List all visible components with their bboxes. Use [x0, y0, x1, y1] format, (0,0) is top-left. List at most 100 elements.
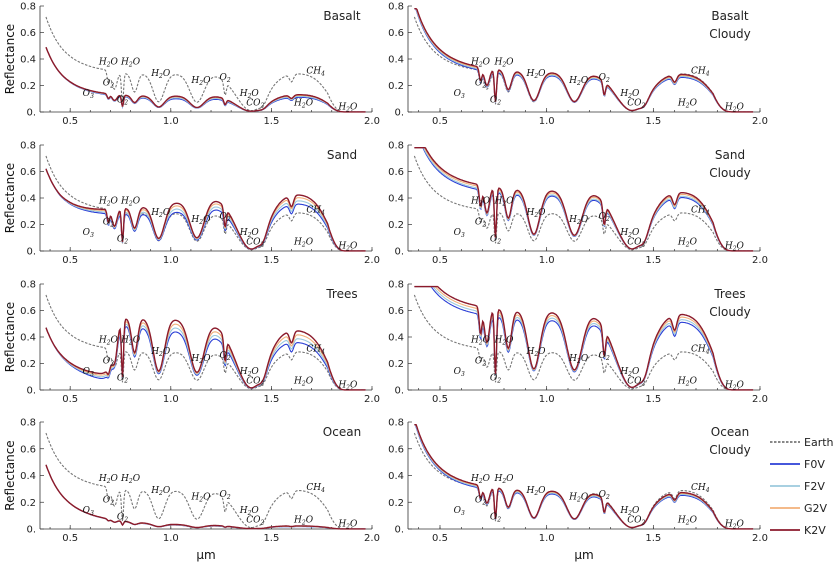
y-tick-label: 0.2 [388, 81, 404, 92]
x-tick-label: 1.0 [539, 533, 555, 544]
o2-annotation: O2 [490, 513, 501, 524]
h2o-annotation: H2O [619, 228, 640, 239]
x-tick-label: 1.5 [645, 116, 661, 127]
h2o-annotation: H2O [239, 367, 260, 378]
y-axis-label: Reflectance [3, 163, 17, 233]
series-k2v-line [45, 464, 366, 530]
o2-annotation: O2 [103, 218, 114, 229]
o2-annotation: O2 [220, 212, 231, 223]
y-tick-label: 0.8 [388, 2, 404, 13]
series-f2v-line [45, 323, 366, 391]
y-tick-label: 0.4 [20, 55, 36, 66]
legend-label-k2v: K2V [804, 524, 826, 537]
series-k2v-line [45, 168, 366, 252]
o3-annotation: O3 [454, 367, 465, 378]
y-tick-label: 0. [394, 525, 404, 536]
co2-annotation: CO2 [627, 98, 645, 109]
o2-annotation: O2 [220, 73, 231, 84]
h2o-annotation: H2O [337, 380, 358, 391]
o2-annotation: O2 [117, 96, 128, 107]
y-tick-label: 0.8 [388, 280, 404, 291]
y-tick-label: 0.4 [388, 55, 404, 66]
h2o-annotation: H2O [568, 215, 589, 226]
panel-title: Sand [327, 148, 357, 162]
h2o-annotation: H2O [337, 102, 358, 113]
h2o-annotation: H2O [98, 335, 119, 346]
y-tick-label: 0.6 [20, 167, 36, 178]
co2-annotation: CO2 [246, 237, 264, 248]
ch4-annotation: CH4 [691, 483, 710, 494]
y-tick-label: 0.4 [388, 194, 404, 205]
y-tick-label: 0.8 [20, 280, 36, 291]
h2o-annotation: H2O [120, 335, 141, 346]
h2o-annotation: H2O [293, 98, 314, 109]
h2o-annotation: H2O [239, 228, 260, 239]
h2o-annotation: H2O [724, 241, 745, 252]
series-f2v-line [414, 8, 754, 113]
legend-label-earth: Earth [804, 436, 834, 449]
ch4-annotation: CH4 [691, 67, 710, 78]
y-tick-label: 0. [26, 108, 36, 119]
ch4-annotation: CH4 [691, 345, 710, 356]
x-tick-label: 0.5 [432, 533, 448, 544]
co2-annotation: CO2 [627, 515, 645, 526]
series-earth-line [45, 432, 366, 530]
h2o-annotation: H2O [568, 493, 589, 504]
y-tick-label: 0.6 [388, 444, 404, 455]
h2o-annotation: H2O [470, 474, 491, 485]
panel-title: Sand Cloudy [709, 148, 750, 180]
x-tick-label: 1.5 [263, 116, 279, 127]
panel-title: Basalt Cloudy [709, 9, 750, 41]
y-tick-label: 0.2 [388, 359, 404, 370]
h2o-annotation: H2O [525, 208, 546, 219]
series-g2v-line [414, 424, 754, 530]
panel-title: Ocean Cloudy [709, 425, 750, 457]
h2o-annotation: H2O [190, 215, 211, 226]
panel-title: Basalt [323, 9, 361, 23]
h2o-annotation: H2O [150, 486, 171, 497]
series-f2v-line [414, 147, 754, 252]
x-axis-label: μm [574, 548, 593, 562]
panel-trees-cloudy: 0.5 1.0 1.5 2.0 0. 0.2 0.4 0.6 0.8 Trees Cloudy H2O… [388, 280, 768, 406]
y-tick-label: 0.6 [388, 167, 404, 178]
ch4-annotation: CH4 [306, 345, 325, 356]
panel-title: Trees [325, 287, 357, 301]
x-tick-label: 2.0 [752, 533, 768, 544]
o2-annotation: O2 [475, 495, 486, 506]
y-tick-label: 0.2 [388, 220, 404, 231]
o3-annotation: O3 [83, 506, 94, 517]
y-tick-label: 0. [394, 247, 404, 258]
o2-annotation: O2 [117, 235, 128, 246]
x-tick-label: 2.0 [364, 533, 380, 544]
h2o-annotation: H2O [98, 57, 119, 68]
x-tick-label: 1.0 [539, 255, 555, 266]
x-tick-label: 1.0 [163, 116, 179, 127]
x-tick-label: 0.5 [432, 394, 448, 405]
o2-annotation: O2 [599, 212, 610, 223]
h2o-annotation: H2O [470, 335, 491, 346]
y-tick-label: 0.6 [20, 28, 36, 39]
y-axis-label: Reflectance [3, 302, 17, 372]
h2o-annotation: H2O [677, 98, 698, 109]
series-earth-line [413, 155, 754, 252]
ch4-annotation: CH4 [306, 67, 325, 78]
x-tick-label: 2.0 [364, 394, 380, 405]
o3-annotation: O3 [83, 89, 94, 100]
y-tick-label: 0.2 [20, 220, 36, 231]
co2-annotation: CO2 [246, 376, 264, 387]
ch4-annotation: CH4 [306, 206, 325, 217]
h2o-annotation: H2O [677, 376, 698, 387]
series-f0v-line [45, 326, 366, 391]
o2-annotation: O2 [220, 490, 231, 501]
h2o-annotation: H2O [120, 57, 141, 68]
x-tick-label: 0.5 [62, 394, 78, 405]
x-tick-label: 2.0 [752, 394, 768, 405]
h2o-annotation: H2O [293, 376, 314, 387]
h2o-annotation: H2O [470, 196, 491, 207]
x-tick-label: 2.0 [364, 255, 380, 266]
x-tick-label: 0.5 [62, 255, 78, 266]
series-k2v-line [414, 147, 754, 252]
series-f2v-line [45, 168, 366, 252]
h2o-annotation: H2O [337, 519, 358, 530]
